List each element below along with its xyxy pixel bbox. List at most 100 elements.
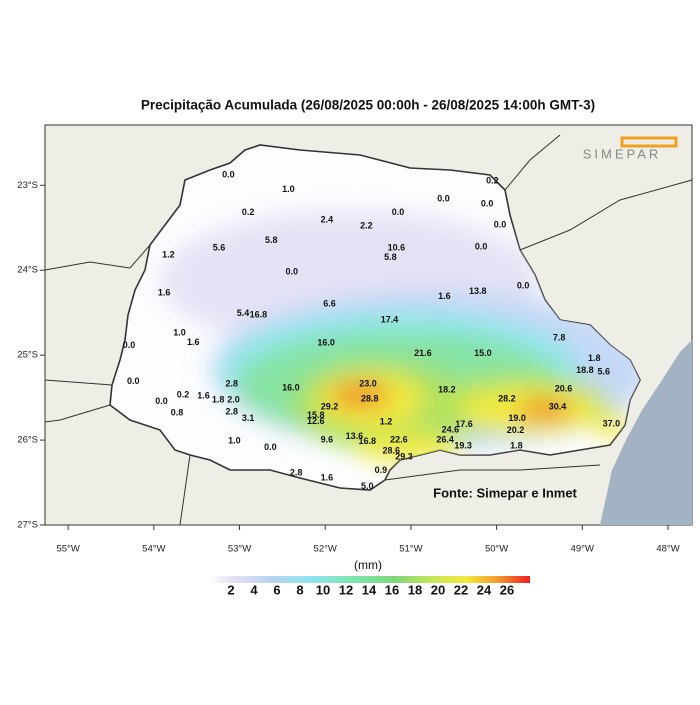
- station-value: 5.8: [265, 235, 278, 245]
- station-value: 29.3: [395, 451, 413, 461]
- legend-label: 22: [454, 582, 468, 597]
- station-value: 1.0: [282, 184, 295, 194]
- station-value: 20.6: [555, 383, 573, 393]
- x-tick-label: 55°W: [56, 544, 79, 555]
- legend-label: 12: [339, 582, 353, 597]
- station-value: 22.6: [390, 434, 408, 444]
- station-value: 28.6: [382, 445, 400, 455]
- x-tick-label: 48°W: [656, 544, 679, 555]
- station-value: 2.8: [226, 378, 239, 388]
- station-value: 7.8: [553, 333, 566, 343]
- station-value: 23.0: [359, 378, 377, 388]
- station-value: 0.0: [475, 242, 488, 252]
- station-value: 0.2: [486, 175, 499, 185]
- station-value: 17.6: [455, 419, 473, 429]
- station-value: 2.8: [226, 406, 239, 416]
- station-value: 2.0: [227, 395, 240, 405]
- y-tick-label: 25°S: [17, 350, 38, 361]
- y-tick-label: 23°S: [17, 180, 38, 191]
- station-value: 15.8: [307, 410, 325, 420]
- station-value: 0.0: [517, 281, 530, 291]
- station-value: 24.6: [442, 424, 460, 434]
- station-value: 5.0: [361, 481, 374, 491]
- station-value: 1.6: [158, 288, 171, 298]
- station-value: 16.0: [317, 338, 335, 348]
- station-value: 1.6: [197, 390, 210, 400]
- legend-label: 18: [408, 582, 422, 597]
- legend-label: 16: [385, 582, 399, 597]
- station-value: 9.6: [321, 434, 334, 444]
- station-value: 16.8: [358, 436, 376, 446]
- station-value: 19.0: [508, 413, 526, 423]
- station-value: 0.0: [127, 376, 140, 386]
- station-value: 10.6: [388, 243, 406, 253]
- station-value: 17.4: [381, 315, 399, 325]
- legend-label: 14: [362, 582, 377, 597]
- station-value: 0.0: [123, 340, 136, 350]
- x-tick-label: 49°W: [571, 544, 594, 555]
- station-value: 0.9: [375, 465, 388, 475]
- station-value: 1.6: [321, 473, 334, 483]
- station-value: 26.4: [436, 434, 454, 444]
- map-title: Precipitação Acumulada (26/08/2025 00:00…: [141, 98, 595, 113]
- station-value: 28.2: [498, 394, 516, 404]
- station-value: 1.0: [228, 435, 241, 445]
- color-bar: [208, 576, 530, 583]
- station-value: 5.6: [597, 367, 610, 377]
- state-area: [109, 144, 641, 491]
- y-tick-label: 26°S: [17, 435, 38, 446]
- station-value: 2.8: [290, 468, 303, 478]
- station-value: 37.0: [603, 418, 621, 428]
- station-value: 16.0: [282, 383, 300, 393]
- station-value: 28.8: [361, 394, 379, 404]
- x-tick-label: 53°W: [228, 544, 251, 555]
- station-value: 0.0: [222, 169, 235, 179]
- y-tick-label: 27°S: [17, 520, 38, 531]
- legend-label: 2: [227, 582, 234, 597]
- station-value: 1.2: [380, 417, 393, 427]
- station-value: 0.2: [242, 207, 255, 217]
- station-value: 0.0: [481, 198, 494, 208]
- station-value: 1.8: [212, 395, 225, 405]
- station-value: 0.0: [155, 396, 168, 406]
- station-value: 2.2: [360, 220, 373, 230]
- station-value: 5.4: [237, 308, 250, 318]
- station-value: 5.6: [213, 243, 226, 253]
- station-value: 15.0: [474, 348, 492, 358]
- station-value: 19.3: [454, 440, 472, 450]
- station-value: 1.0: [173, 327, 186, 337]
- x-tick-label: 54°W: [142, 544, 165, 555]
- station-value: 1.8: [588, 353, 601, 363]
- station-value: 0.0: [286, 266, 299, 276]
- station-value: 3.1: [242, 413, 255, 423]
- legend-label: 20: [431, 582, 445, 597]
- legend-label: 4: [250, 582, 258, 597]
- station-value: 0.8: [171, 407, 184, 417]
- station-value: 5.8: [384, 252, 397, 262]
- station-value: 13.6: [346, 431, 364, 441]
- station-value: 6.6: [323, 299, 336, 309]
- station-value: 21.6: [414, 348, 432, 358]
- legend-label: 26: [500, 582, 514, 597]
- legend-label: 8: [296, 582, 303, 597]
- station-value: 18.8: [576, 365, 594, 375]
- station-value: 0.0: [494, 220, 507, 230]
- legend: 2 4 6 8 10 12 14 16 18 20 22 24 26: [227, 582, 514, 597]
- station-value: 13.8: [469, 286, 487, 296]
- station-value: 0.2: [177, 389, 190, 399]
- station-value: 29.2: [321, 401, 339, 411]
- station-value: 1.6: [187, 337, 200, 347]
- station-value: 12.6: [307, 416, 325, 426]
- station-value: 20.2: [507, 425, 525, 435]
- source-note: Fonte: Simepar e Inmet: [433, 485, 577, 500]
- station-value: 18.2: [438, 384, 456, 394]
- logo-mark: [620, 136, 678, 148]
- legend-label: 6: [273, 582, 280, 597]
- x-tick-label: 52°W: [314, 544, 337, 555]
- y-tick-label: 24°S: [17, 265, 38, 276]
- legend-unit: (mm): [354, 558, 382, 572]
- station-value: 16.8: [250, 310, 268, 320]
- legend-label: 24: [477, 582, 492, 597]
- station-value: 2.4: [321, 214, 334, 224]
